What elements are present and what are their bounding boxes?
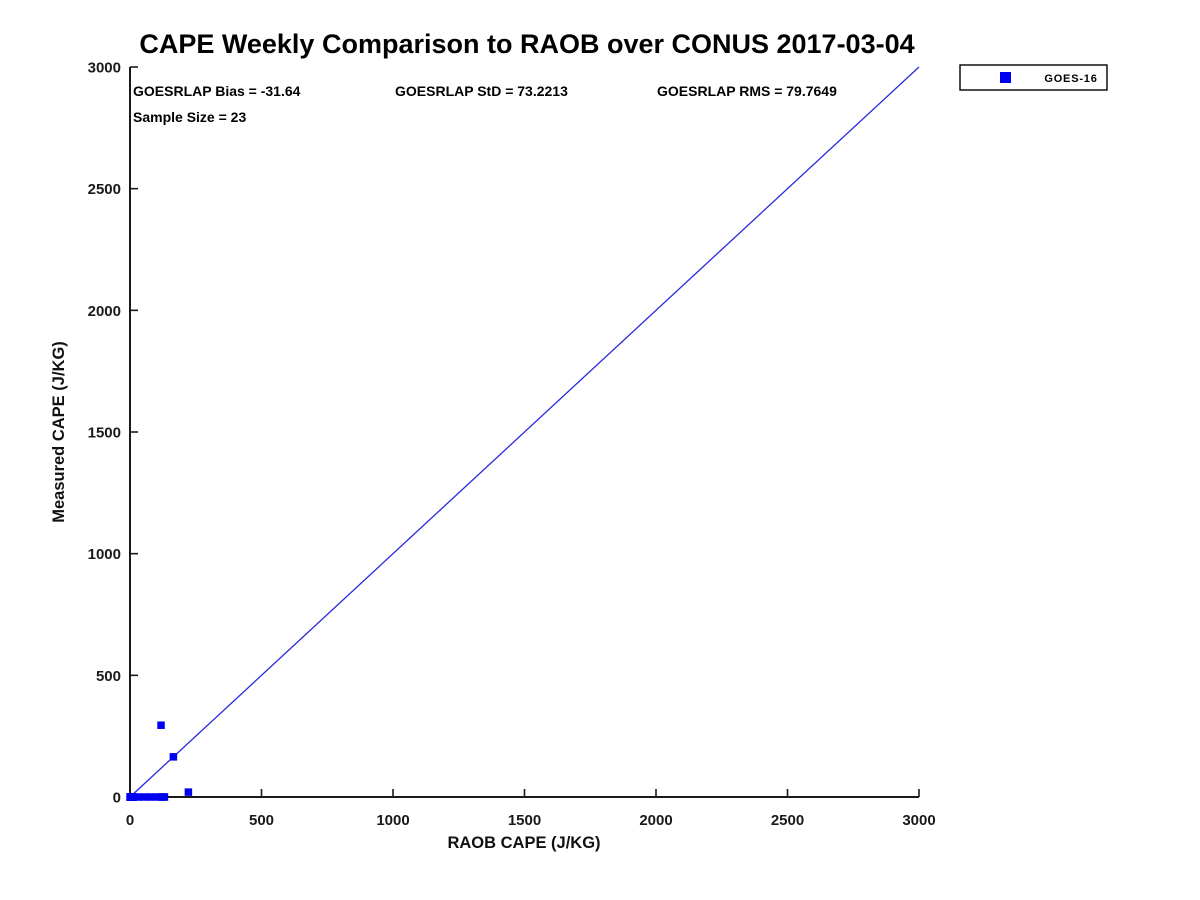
stat-std: GOESRLAP StD = 73.2213 [395, 83, 568, 99]
y-axis-label: Measured CAPE (J/KG) [50, 341, 68, 523]
data-point-marker [184, 788, 193, 796]
x-tick-label: 3000 [902, 812, 935, 829]
x-tick-label: 1000 [376, 812, 409, 829]
data-point-marker [134, 793, 142, 801]
x-axis-label: RAOB CAPE (J/KG) [447, 834, 600, 852]
data-point-marker [160, 793, 169, 801]
data-point-marker [140, 793, 148, 801]
y-tick-label: 500 [96, 668, 121, 685]
legend: GOES-16 [959, 64, 1108, 91]
data-point-marker [169, 753, 178, 761]
legend-label-goes16: GOES-16 [1044, 73, 1097, 85]
x-tick-label: 2500 [771, 812, 804, 829]
legend-box [959, 64, 1108, 91]
x-tick-label: 500 [249, 812, 274, 829]
stat-sample-size: Sample Size = 23 [133, 109, 246, 125]
stat-rms: GOESRLAP RMS = 79.7649 [657, 83, 837, 99]
data-point-marker [146, 793, 155, 801]
y-tick-label: 1500 [88, 425, 121, 442]
plot-area [126, 66, 920, 801]
y-tick-label: 0 [113, 790, 121, 807]
y-tick-label: 3000 [88, 60, 121, 77]
stat-bias: GOESRLAP Bias = -31.64 [133, 83, 301, 99]
data-point-marker [153, 793, 161, 801]
x-tick-label: 2000 [639, 812, 672, 829]
data-point-marker [157, 721, 165, 729]
y-tick-label: 2000 [88, 303, 121, 320]
identity-line [129, 66, 920, 798]
chart-title: CAPE Weekly Comparison to RAOB over CONU… [139, 29, 914, 59]
x-tick-label: 1500 [508, 812, 541, 829]
axes: 0 500 1000 1500 2000 2500 3000 0 500 1000 1500 2000… [88, 60, 936, 830]
legend-marker-goes16 [1000, 72, 1011, 83]
y-tick-label: 2500 [88, 181, 121, 198]
y-tick-label: 1000 [88, 546, 121, 563]
x-tick-label: 0 [126, 812, 134, 829]
data-point-marker [129, 793, 138, 801]
